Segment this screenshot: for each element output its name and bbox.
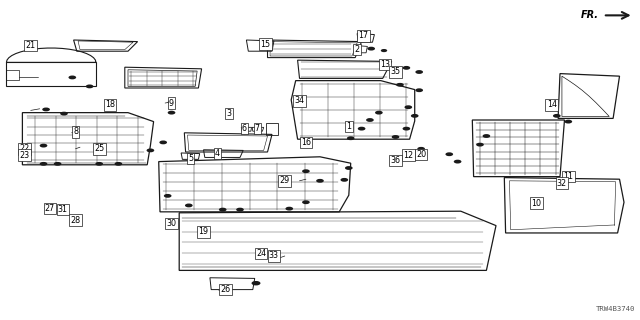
Circle shape	[454, 160, 461, 164]
Circle shape	[42, 108, 50, 111]
Circle shape	[115, 162, 122, 166]
Text: 13: 13	[380, 60, 390, 69]
Circle shape	[483, 134, 490, 138]
Text: 1: 1	[346, 122, 351, 131]
Circle shape	[316, 179, 324, 183]
Text: 36: 36	[390, 156, 401, 165]
Circle shape	[285, 207, 293, 211]
Text: 5: 5	[188, 154, 193, 163]
Circle shape	[411, 114, 419, 118]
Circle shape	[168, 100, 175, 104]
Text: 21: 21	[26, 41, 36, 50]
Text: 29: 29	[280, 176, 290, 185]
Circle shape	[302, 200, 310, 204]
Circle shape	[358, 127, 365, 131]
Circle shape	[392, 135, 399, 139]
Circle shape	[375, 111, 383, 115]
Circle shape	[86, 84, 93, 88]
Circle shape	[476, 143, 484, 147]
Circle shape	[164, 194, 172, 198]
Text: 11: 11	[563, 172, 573, 181]
Text: 8: 8	[73, 127, 78, 136]
Circle shape	[366, 118, 374, 122]
Circle shape	[168, 111, 175, 115]
Text: TRW4B3740: TRW4B3740	[595, 306, 635, 312]
Circle shape	[340, 178, 348, 182]
Text: 24: 24	[256, 249, 266, 258]
Circle shape	[95, 162, 103, 166]
Text: 31: 31	[58, 205, 68, 214]
Circle shape	[60, 112, 68, 116]
Text: 27: 27	[45, 204, 55, 213]
Text: 33: 33	[269, 252, 279, 260]
Circle shape	[219, 208, 227, 212]
Circle shape	[396, 83, 404, 87]
Text: 2: 2	[355, 45, 360, 54]
Circle shape	[345, 166, 353, 170]
Text: 32: 32	[557, 179, 567, 188]
Text: 18: 18	[105, 100, 115, 109]
Circle shape	[159, 140, 167, 144]
Text: 9: 9	[169, 99, 174, 108]
Circle shape	[403, 66, 410, 70]
Circle shape	[185, 204, 193, 207]
Text: 7: 7	[255, 124, 260, 133]
Circle shape	[409, 155, 417, 159]
Text: 4: 4	[215, 149, 220, 158]
Circle shape	[445, 152, 453, 156]
Text: 35: 35	[390, 68, 401, 76]
Text: 26: 26	[220, 285, 230, 294]
Text: 6: 6	[242, 124, 247, 133]
Circle shape	[415, 88, 423, 92]
Text: 16: 16	[301, 138, 311, 147]
Text: 10: 10	[531, 199, 541, 208]
Circle shape	[404, 105, 412, 109]
Circle shape	[302, 169, 310, 173]
Text: 20: 20	[416, 150, 426, 159]
Circle shape	[236, 208, 244, 212]
Text: 12: 12	[403, 151, 413, 160]
Text: 17: 17	[358, 31, 369, 40]
Circle shape	[54, 162, 61, 166]
Circle shape	[553, 114, 561, 118]
Circle shape	[40, 162, 47, 166]
Circle shape	[564, 120, 572, 124]
Circle shape	[367, 47, 375, 51]
Circle shape	[252, 281, 260, 285]
Text: 34: 34	[294, 96, 305, 105]
Text: 3: 3	[227, 109, 232, 118]
Circle shape	[40, 144, 47, 148]
Circle shape	[347, 136, 355, 140]
Text: 14: 14	[547, 100, 557, 109]
Text: 15: 15	[260, 40, 271, 49]
Circle shape	[147, 148, 154, 152]
Text: 22: 22	[19, 144, 29, 153]
Circle shape	[95, 144, 103, 148]
Circle shape	[417, 147, 425, 151]
Text: 30: 30	[166, 219, 177, 228]
Text: 28: 28	[70, 216, 81, 225]
Circle shape	[68, 76, 76, 79]
Circle shape	[415, 70, 423, 74]
Text: 19: 19	[198, 228, 209, 236]
Text: 25: 25	[94, 144, 104, 153]
Circle shape	[403, 127, 410, 131]
Circle shape	[381, 49, 387, 52]
Text: 23: 23	[19, 151, 29, 160]
Text: FR.: FR.	[580, 10, 598, 20]
